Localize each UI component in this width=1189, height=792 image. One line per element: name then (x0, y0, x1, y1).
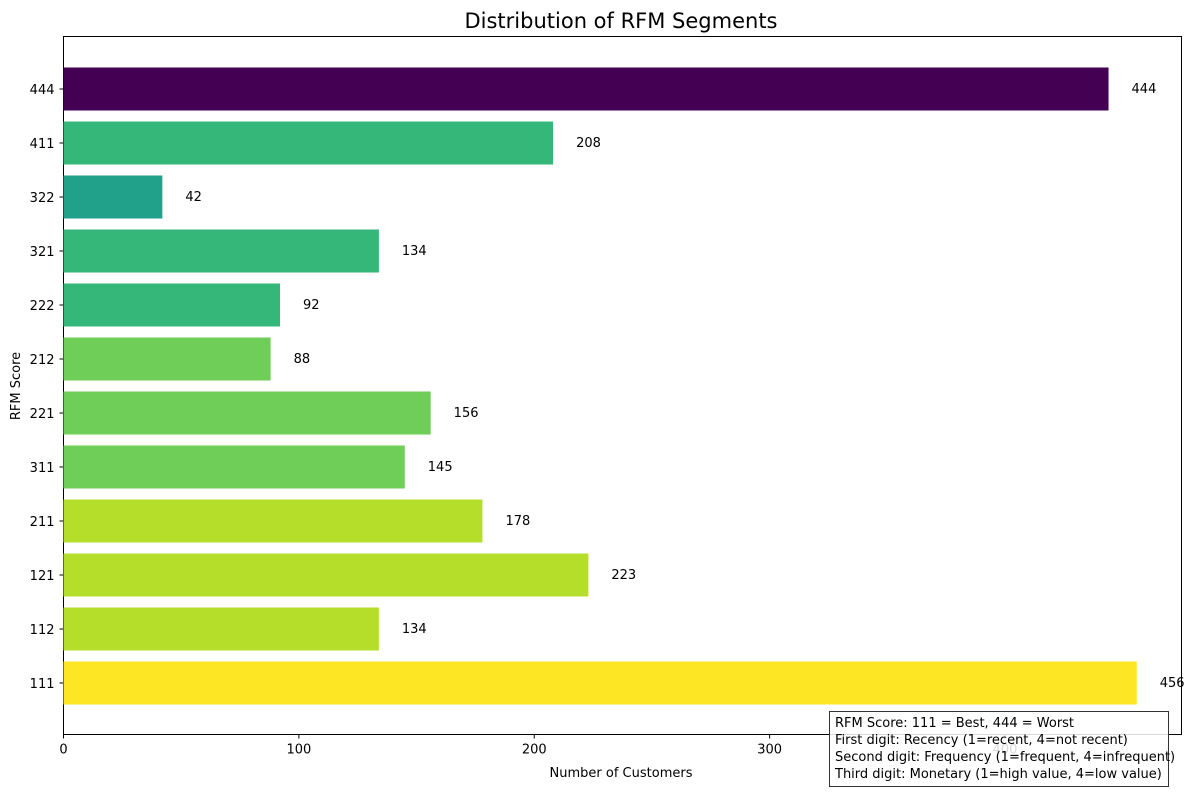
bar-value-label: 456 (1160, 676, 1185, 691)
x-tick-label: 100 (286, 743, 311, 758)
y-tick-label: 112 (30, 623, 55, 638)
bar-411 (63, 121, 554, 165)
x-tick-label: 300 (757, 743, 782, 758)
y-tick-label: 322 (30, 191, 55, 206)
y-tick-label: 121 (30, 569, 55, 584)
y-tick-label: 211 (30, 515, 55, 530)
bar-111 (63, 661, 1137, 705)
bar-value-label: 42 (185, 190, 202, 205)
bar-444 (63, 67, 1109, 111)
bar-121 (63, 553, 589, 597)
y-tick-label: 111 (30, 677, 55, 692)
bar-211 (63, 499, 483, 543)
bar-value-label: 134 (402, 622, 427, 637)
bar-value-label: 92 (303, 298, 320, 313)
legend-line: Third digit: Monetary (1=high value, 4=l… (835, 767, 1162, 782)
bar-222 (63, 283, 281, 327)
bar-value-label: 134 (402, 244, 427, 259)
legend-line: RFM Score: 111 = Best, 444 = Worst (835, 716, 1075, 731)
bars-layer: 444 208 42 134 92 88 156 145 178 223 134 456 (63, 67, 1185, 705)
bar-value-label: 223 (611, 568, 636, 583)
y-tick-label: 222 (30, 299, 55, 314)
y-tick-label: 321 (30, 245, 55, 260)
x-axis-label: Number of Customers (550, 766, 693, 781)
plot-area-frame (63, 36, 1182, 735)
bar-value-label: 145 (428, 460, 453, 475)
bar-212 (63, 337, 271, 381)
bar-112 (63, 607, 379, 651)
y-tick-label: 444 (30, 83, 55, 98)
x-tick-label: 200 (522, 743, 547, 758)
y-tick-label: 411 (30, 137, 55, 152)
y-tick-label: 212 (30, 353, 55, 368)
bar-321 (63, 229, 379, 273)
bar-value-label: 156 (454, 406, 479, 421)
legend-line: Second digit: Frequency (1=frequent, 4=i… (835, 750, 1176, 765)
bar-322 (63, 175, 163, 219)
bar-value-label: 178 (505, 514, 530, 529)
bar-value-label: 88 (294, 352, 311, 367)
bar-value-label: 444 (1132, 82, 1157, 97)
y-tick-label: 221 (30, 407, 55, 422)
y-axis-label: RFM Score (9, 352, 24, 420)
rfm-legend-box: RFM Score: 111 = Best, 444 = Worst First… (829, 711, 1176, 787)
bar-value-label: 208 (576, 136, 601, 151)
chart-title: Distribution of RFM Segments (464, 9, 777, 33)
y-tick-label: 311 (30, 461, 55, 476)
bar-311 (63, 445, 405, 489)
x-tick-label: 0 (59, 743, 67, 758)
bar-221 (63, 391, 431, 435)
legend-line: First digit: Recency (1=recent, 4=not re… (835, 733, 1128, 748)
